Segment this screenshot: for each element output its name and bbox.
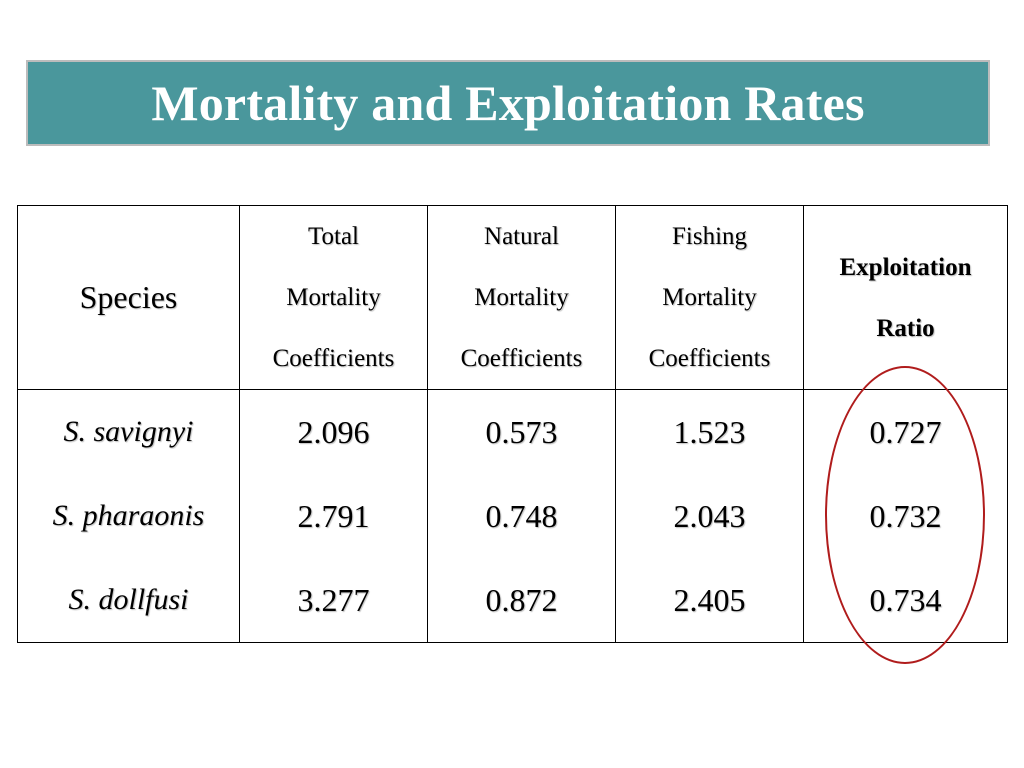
page-title: Mortality and Exploitation Rates — [151, 75, 865, 131]
cell-total-mortality: 2.096 — [239, 389, 428, 474]
cell-exploitation-ratio: 0.732 — [803, 474, 1008, 558]
header-fishing-mortality: Fishing Mortality Coefficients — [615, 205, 804, 390]
cell-species: S. dollfusi — [17, 558, 240, 643]
header-exploitation-line-1: Exploitation — [839, 253, 972, 281]
header-fishing-line-2: Mortality — [662, 284, 757, 311]
table-row: S. dollfusi 3.277 0.872 2.405 0.734 — [17, 558, 1008, 643]
table-header-row: Species Total Mortality Coefficients Nat… — [17, 205, 1008, 390]
cell-fishing-mortality: 2.043 — [615, 474, 804, 558]
header-total-line-2: Mortality — [286, 284, 381, 311]
table-container: Species Total Mortality Coefficients Nat… — [17, 205, 1008, 643]
cell-species: S. savignyi — [17, 389, 240, 474]
cell-fishing-mortality: 1.523 — [615, 389, 804, 474]
header-total-mortality: Total Mortality Coefficients — [239, 205, 428, 390]
table-row: S. pharaonis 2.791 0.748 2.043 0.732 — [17, 474, 1008, 558]
header-natural-line-2: Mortality — [474, 284, 569, 311]
cell-exploitation-ratio: 0.734 — [803, 558, 1008, 643]
cell-fishing-mortality: 2.405 — [615, 558, 804, 643]
header-natural-mortality: Natural Mortality Coefficients — [427, 205, 616, 390]
header-total-line-3: Coefficients — [272, 345, 395, 372]
cell-total-mortality: 2.791 — [239, 474, 428, 558]
title-bar: Mortality and Exploitation Rates — [26, 60, 990, 146]
header-fishing-line-3: Coefficients — [648, 345, 771, 372]
header-total-line-1: Total — [307, 223, 359, 250]
cell-natural-mortality: 0.573 — [427, 389, 616, 474]
cell-species: S. pharaonis — [17, 474, 240, 558]
header-fishing-line-1: Fishing — [671, 223, 748, 250]
header-natural-line-3: Coefficients — [460, 345, 583, 372]
header-exploitation-line-2: Ratio — [876, 314, 935, 342]
table-row: S. savignyi 2.096 0.573 1.523 0.727 — [17, 389, 1008, 474]
mortality-table: Species Total Mortality Coefficients Nat… — [17, 205, 1008, 643]
header-species: Species — [17, 205, 240, 390]
header-natural-line-1: Natural — [484, 223, 559, 250]
cell-natural-mortality: 0.872 — [427, 558, 616, 643]
cell-exploitation-ratio: 0.727 — [803, 389, 1008, 474]
cell-total-mortality: 3.277 — [239, 558, 428, 643]
header-exploitation-ratio: Exploitation Ratio — [803, 205, 1008, 390]
cell-natural-mortality: 0.748 — [427, 474, 616, 558]
